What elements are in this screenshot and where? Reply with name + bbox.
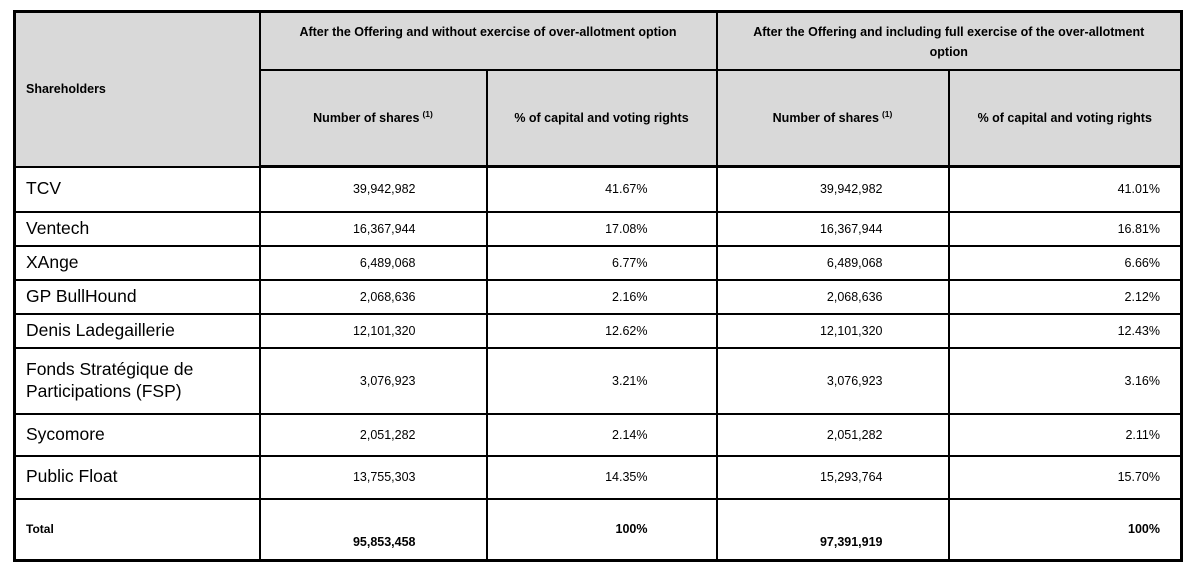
shares-with-value: 39,942,982: [715, 165, 950, 213]
table-row-public-float: Public Float 13,755,303 14.35% 15,293,76…: [13, 454, 1183, 500]
table-row-xange: XAnge 6,489,068 6.77% 6,489,068 6.66%: [13, 244, 1183, 281]
shareholder-name: XAnge: [13, 244, 261, 281]
pct-with-value: 2.12%: [947, 278, 1183, 315]
percent-header-label: % of capital and voting rights: [977, 110, 1152, 125]
shareholder-name: Ventech: [13, 210, 261, 247]
shares-with-value: 3,076,923: [715, 346, 950, 415]
shares-without-value: 39,942,982: [258, 165, 488, 213]
corner-header-label: Shareholders: [26, 82, 106, 97]
shares-without-value: 16,367,944: [258, 210, 488, 247]
table-row-tcv: TCV 39,942,982 41.67% 39,942,982 41.01%: [13, 165, 1183, 213]
shares-with-value: 6,489,068: [715, 244, 950, 281]
table-row-denis-ladegaillerie: Denis Ladegaillerie 12,101,320 12.62% 12…: [13, 312, 1183, 349]
column-header-shares-without: Number of shares (1): [258, 68, 488, 168]
pct-with-value: 41.01%: [947, 165, 1183, 213]
shares-without-value: 13,755,303: [258, 454, 488, 500]
pct-with-value: 3.16%: [947, 346, 1183, 415]
shareholders-table: Shareholders After the Offering and with…: [13, 10, 1183, 562]
column-header-shares-with: Number of shares (1): [715, 68, 950, 168]
total-pct-without-value: 100%: [485, 497, 718, 562]
shareholder-name: TCV: [13, 165, 261, 213]
shares-with-value: 2,051,282: [715, 412, 950, 457]
shareholder-name: GP BullHound: [13, 278, 261, 315]
group-header-without-option-label: After the Offering and without exercise …: [299, 25, 677, 39]
table-body: TCV 39,942,982 41.67% 39,942,982 41.01% …: [13, 165, 1183, 562]
total-label: Total: [13, 497, 261, 562]
column-header-percent-with: % of capital and voting rights: [947, 68, 1183, 168]
table-row-fsp: Fonds Stratégique de Participations (FSP…: [13, 346, 1183, 415]
table-row-sycomore: Sycomore 2,051,282 2.14% 2,051,282 2.11%: [13, 412, 1183, 457]
shares-with-value: 15,293,764: [715, 454, 950, 500]
shareholder-name: Denis Ladegaillerie: [13, 312, 261, 349]
shares-header-label: Number of shares: [313, 110, 420, 125]
pct-without-value: 12.62%: [485, 312, 718, 349]
pct-with-value: 6.66%: [947, 244, 1183, 281]
footnote-marker: (1): [422, 108, 433, 119]
pct-with-value: 16.81%: [947, 210, 1183, 247]
total-pct-with-value: 100%: [947, 497, 1183, 562]
shareholder-name: Fonds Stratégique de Participations (FSP…: [13, 346, 261, 415]
sub-header-row: Number of shares (1) % of capital and vot…: [15, 68, 1183, 168]
group-header-row: Shareholders After the Offering and with…: [13, 10, 1183, 168]
pct-without-value: 2.14%: [485, 412, 718, 457]
group-header-without-option: After the Offering and without exercise …: [258, 10, 718, 71]
corner-header-shareholders: Shareholders: [13, 10, 261, 168]
shares-without-value: 3,076,923: [258, 346, 488, 415]
pct-without-value: 6.77%: [485, 244, 718, 281]
group-header-with-option-label: After the Offering and including full ex…: [753, 25, 1145, 59]
pct-without-value: 3.21%: [485, 346, 718, 415]
pct-without-value: 2.16%: [485, 278, 718, 315]
shares-without-value: 2,051,282: [258, 412, 488, 457]
pct-without-value: 17.08%: [485, 210, 718, 247]
table-row-gp-bullhound: GP BullHound 2,068,636 2.16% 2,068,636 2…: [13, 278, 1183, 315]
pct-with-value: 2.11%: [947, 412, 1183, 457]
total-shares-with-value: 97,391,919: [715, 497, 950, 562]
shares-without-value: 6,489,068: [258, 244, 488, 281]
pct-with-value: 15.70%: [947, 454, 1183, 500]
group-header-with-option: After the Offering and including full ex…: [715, 10, 1183, 71]
pct-without-value: 14.35%: [485, 454, 718, 500]
shares-without-value: 12,101,320: [258, 312, 488, 349]
shareholder-name: Sycomore: [13, 412, 261, 457]
shares-with-value: 2,068,636: [715, 278, 950, 315]
shares-with-value: 12,101,320: [715, 312, 950, 349]
pct-without-value: 41.67%: [485, 165, 718, 213]
footnote-marker: (1): [881, 108, 893, 119]
table-row-ventech: Ventech 16,367,944 17.08% 16,367,944 16.…: [13, 210, 1183, 247]
table-header: Shareholders After the Offering and with…: [13, 10, 1183, 168]
percent-header-label: % of capital and voting rights: [514, 110, 689, 125]
shares-without-value: 2,068,636: [258, 278, 488, 315]
pct-with-value: 12.43%: [947, 312, 1183, 349]
total-shares-without-value: 95,853,458: [258, 497, 488, 562]
column-header-percent-without: % of capital and voting rights: [485, 68, 718, 168]
table-row-total: Total 95,853,458 100% 97,391,919 100%: [13, 497, 1183, 562]
shares-with-value: 16,367,944: [715, 210, 950, 247]
shares-header-label: Number of shares: [772, 110, 879, 125]
shareholder-name: Public Float: [13, 454, 261, 500]
